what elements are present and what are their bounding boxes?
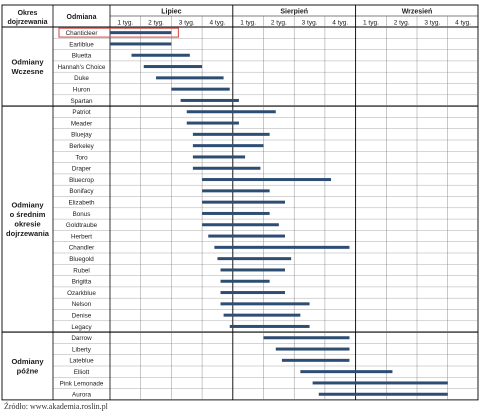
ripening-bar xyxy=(214,245,350,249)
ripening-bar xyxy=(131,53,190,57)
ripening-bar xyxy=(312,381,448,385)
period-column-header: Okres xyxy=(18,10,38,17)
month-header: Sierpień xyxy=(280,9,308,16)
week-header: 2 tyg. xyxy=(394,20,410,27)
week-header: 4 tyg. xyxy=(455,20,471,27)
ripening-bar xyxy=(202,200,285,204)
variety-label: Bonus xyxy=(73,211,91,218)
group-label: dojrzewania xyxy=(6,229,50,238)
ripening-bar xyxy=(186,110,276,114)
variety-label: Earliblue xyxy=(69,41,94,48)
variety-label: Bluetta xyxy=(72,53,92,60)
week-header: 3 tyg. xyxy=(302,20,318,27)
variety-label: Pink Lemonade xyxy=(60,380,104,387)
variety-column-header: Odmiana xyxy=(67,14,97,21)
ripening-bar xyxy=(192,132,270,136)
group-label: Odmiany xyxy=(11,200,44,209)
ripening-bar xyxy=(220,279,270,283)
group-label: Odmiany xyxy=(11,357,44,366)
variety-label: Herbert xyxy=(71,233,92,240)
week-header: 4 tyg. xyxy=(332,20,348,27)
week-header: 2 tyg. xyxy=(271,20,287,27)
variety-label: Denise xyxy=(72,312,92,319)
ripening-bar xyxy=(110,31,172,35)
variety-label: Lateblue xyxy=(69,358,94,365)
ripening-bar xyxy=(300,370,393,374)
variety-label: Bluecrop xyxy=(69,177,94,184)
variety-label: Berkeley xyxy=(69,143,94,150)
week-header: 1 tyg. xyxy=(363,20,379,27)
variety-label: Spartan xyxy=(70,98,93,105)
group-label: o średnim xyxy=(10,210,46,219)
ripening-bar xyxy=(192,155,246,159)
ripening-bar xyxy=(192,166,261,170)
variety-label: Meader xyxy=(71,120,92,127)
ripening-bar xyxy=(220,268,285,272)
variety-label: Huron xyxy=(73,86,91,93)
ripening-bar xyxy=(171,87,230,91)
group-label: Wczesne xyxy=(11,67,43,76)
ripening-bar xyxy=(202,189,270,193)
ripening-bar xyxy=(202,211,270,215)
variety-label: Toro xyxy=(75,154,88,161)
highlight-box xyxy=(58,27,179,38)
variety-label: Draper xyxy=(72,166,91,173)
variety-label: Goldtraube xyxy=(66,222,98,229)
variety-label: Brigitta xyxy=(72,279,92,286)
ripening-bar xyxy=(220,302,310,306)
ripening-bar xyxy=(186,121,239,125)
variety-label: Elizabeth xyxy=(69,199,95,206)
ripening-bar xyxy=(275,347,350,351)
ripening-bar xyxy=(202,178,332,182)
variety-label: Liberty xyxy=(72,346,92,353)
ripening-bar xyxy=(229,324,310,328)
ripening-bar xyxy=(180,98,239,102)
ripening-bar xyxy=(281,358,350,362)
variety-label: Rubel xyxy=(73,267,89,274)
ripening-bar xyxy=(156,76,224,80)
week-header: 1 tyg. xyxy=(117,20,133,27)
ripening-bar xyxy=(223,313,301,317)
ripening-bar xyxy=(263,336,350,340)
ripening-bar xyxy=(217,257,292,261)
variety-label: Patriot xyxy=(72,109,90,116)
ripening-bar xyxy=(318,392,448,396)
variety-label: Legacy xyxy=(71,324,92,331)
ripening-bar xyxy=(143,65,203,69)
variety-label: Ozarkblue xyxy=(67,290,96,297)
group-label: Odmiany xyxy=(11,57,44,66)
week-header: 4 tyg. xyxy=(209,20,225,27)
variety-label: Darrow xyxy=(71,335,92,342)
variety-label: Bluejay xyxy=(71,132,93,139)
group-label: okresie xyxy=(14,219,40,228)
variety-label: Chandler xyxy=(69,245,95,252)
ripening-bar xyxy=(110,42,172,46)
source-note: Źródło: www.akademia.roslin.pl xyxy=(4,402,108,411)
week-header: 2 tyg. xyxy=(148,20,164,27)
week-header: 3 tyg. xyxy=(179,20,195,27)
variety-label: Hannah's Choice xyxy=(58,64,106,71)
variety-label: Chanticleer xyxy=(66,30,98,37)
group-label: późne xyxy=(17,366,39,375)
variety-label: Bonifacy xyxy=(69,188,94,195)
variety-label: Nelson xyxy=(72,301,92,308)
period-column-header: dojrzewania xyxy=(7,19,47,26)
week-header: 3 tyg. xyxy=(424,20,440,27)
ripening-bar xyxy=(208,234,285,238)
variety-label: Bluegold xyxy=(69,256,94,263)
variety-label: Elliott xyxy=(74,369,90,376)
ripening-bar xyxy=(202,223,279,227)
ripening-bar xyxy=(192,144,264,148)
month-header: Wrzesień xyxy=(402,9,433,16)
ripening-bar xyxy=(220,291,285,295)
variety-label: Aurora xyxy=(72,392,91,399)
variety-label: Duke xyxy=(74,75,89,82)
week-header: 1 tyg. xyxy=(240,20,256,27)
month-header: Lipiec xyxy=(161,9,181,16)
table-frame xyxy=(1,4,479,401)
